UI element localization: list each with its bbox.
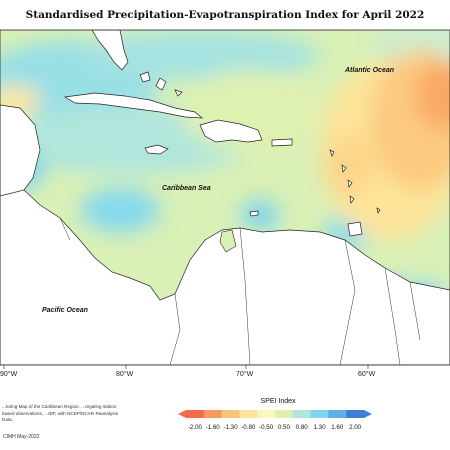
- abc-islands: [249, 210, 259, 217]
- cuba: [63, 92, 204, 119]
- lesser-antilles-3: [347, 179, 353, 188]
- lake-maracaibo: [219, 229, 237, 253]
- jamaica: [144, 144, 169, 155]
- central-america-isthmus: [0, 189, 450, 365]
- bahamas-3: [174, 89, 183, 97]
- dry-region-atlantic-core: [415, 60, 450, 130]
- legend-swatch: [221, 410, 240, 418]
- barbados: [376, 207, 381, 214]
- legend-tick-label: 2.00: [349, 424, 362, 431]
- legend-swatch: [346, 410, 365, 418]
- trinidad: [347, 221, 363, 237]
- wet-region-abc: [240, 200, 280, 230]
- spei-legend: -2.00 -1.60 -1.30 -0.80 -0.50 0.50 0.80 1.30 1.6…: [178, 410, 372, 431]
- legend-tick-label: -1.60: [206, 424, 221, 431]
- map-title: Standardised Precipitation-Evapotranspir…: [25, 9, 425, 21]
- wet-region-caribbean-west: [80, 188, 160, 232]
- legend-tick-label: 0.80: [296, 424, 309, 431]
- legend-swatch: [275, 410, 294, 418]
- puerto-rico: [271, 138, 293, 147]
- label-pacific-ocean: Pacific Ocean: [42, 307, 88, 314]
- legend-swatch: [310, 410, 329, 418]
- bahamas-2: [155, 77, 167, 91]
- legend-arrow-high: [364, 410, 372, 418]
- legend-swatch: [203, 410, 222, 418]
- lon-label-60w: 60°W: [358, 371, 376, 378]
- legend-swatch: [186, 410, 205, 418]
- legend-tick-label: -1.30: [223, 424, 238, 431]
- lon-label-80w: 80°W: [116, 371, 134, 378]
- lesser-antilles-4: [349, 195, 355, 204]
- lon-label-90w: 90°W: [0, 371, 18, 378]
- country-borders: [59, 217, 421, 365]
- label-caribbean-sea: Caribbean Sea: [162, 185, 211, 192]
- label-atlantic-ocean: Atlantic Ocean: [344, 67, 394, 74]
- legend-tick-label: -2.00: [188, 424, 203, 431]
- legend-tick-label: -0.50: [259, 424, 274, 431]
- legend-tick-label: 1.60: [331, 424, 344, 431]
- legend-arrow-low: [178, 410, 186, 418]
- legend-title: SPEI Index: [260, 398, 296, 405]
- map-notes: ...toring Map of the Caribbean Region. .…: [2, 404, 118, 423]
- hispaniola: [199, 119, 263, 143]
- lesser-antilles-1: [329, 149, 335, 157]
- wet-region-north: [80, 30, 320, 80]
- land-masses: [0, 30, 450, 365]
- map-credit: CIMH May-2022: [3, 434, 40, 440]
- legend-swatch: [328, 410, 347, 418]
- legend-tick-label: -0.80: [241, 424, 256, 431]
- map-frame: [0, 29, 450, 366]
- bahamas-1: [139, 71, 151, 83]
- legend-tick-label: 0.50: [278, 424, 291, 431]
- florida: [91, 30, 129, 71]
- legend-swatch: [292, 410, 311, 418]
- legend-swatch: [257, 410, 276, 418]
- legend-tick-label: 1.30: [313, 424, 326, 431]
- legend-swatch: [239, 410, 258, 418]
- longitude-ticks: [3, 365, 369, 369]
- lon-label-70w: 70°W: [236, 371, 254, 378]
- dry-region-lesser-antilles: [325, 135, 375, 195]
- lesser-antilles-2: [341, 164, 347, 173]
